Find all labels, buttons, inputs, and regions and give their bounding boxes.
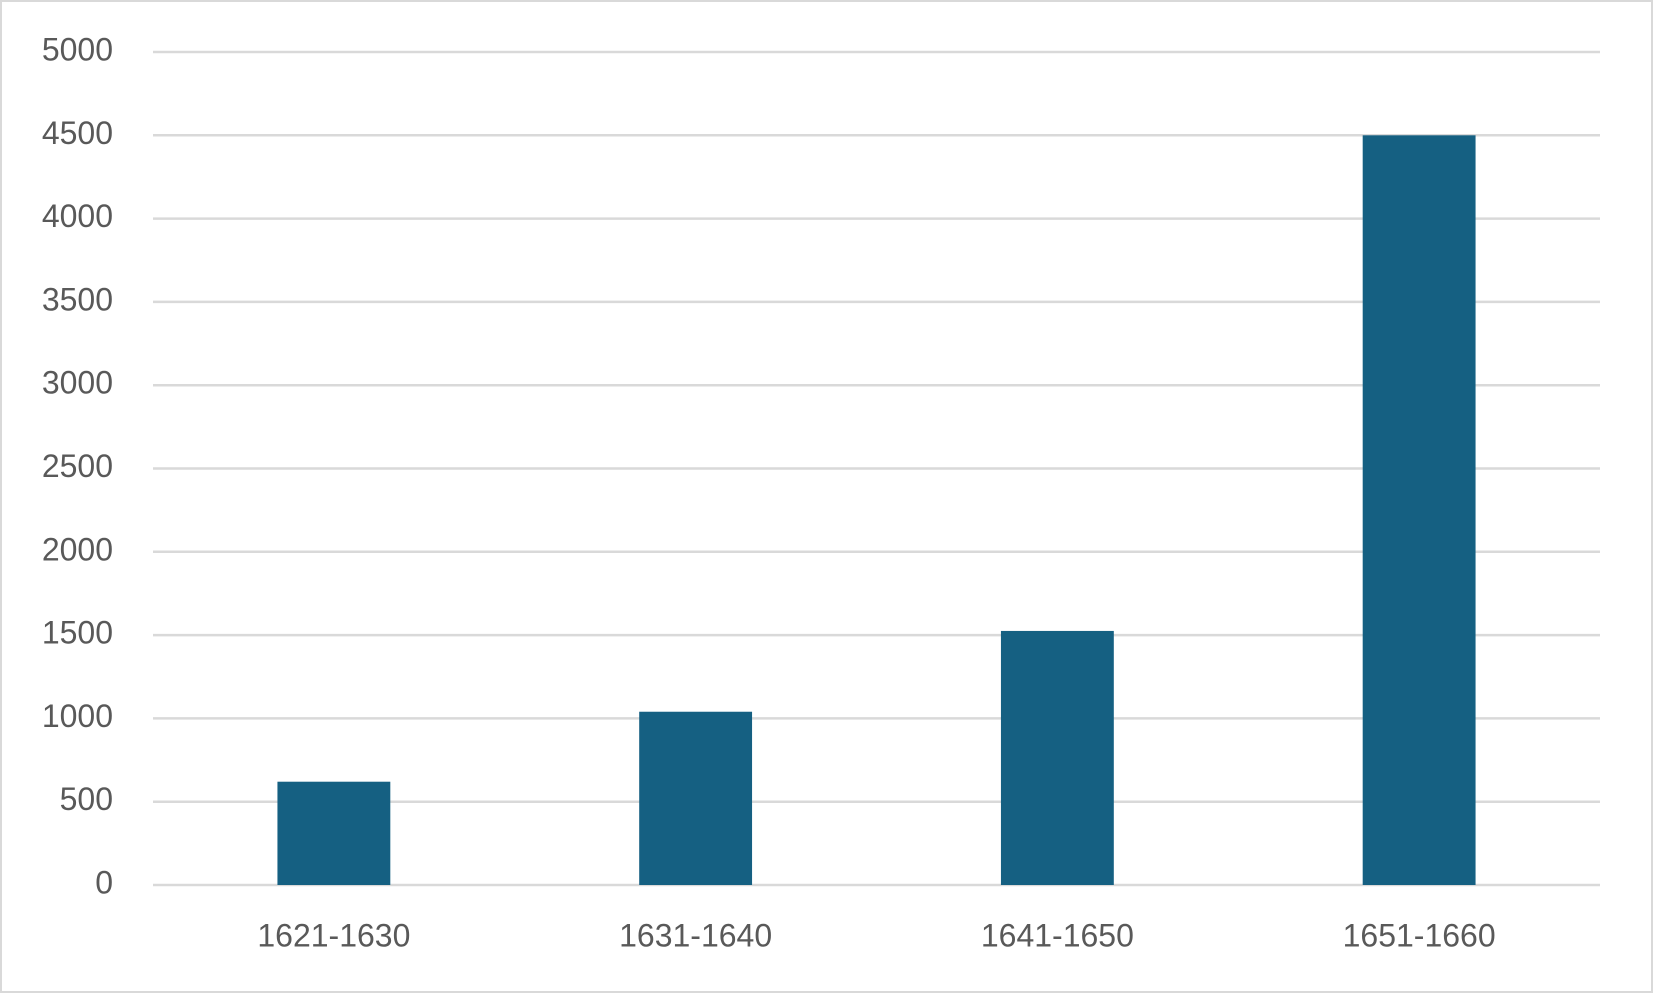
x-tick-label: 1631-1640: [619, 917, 772, 953]
bar: [277, 781, 391, 885]
y-tick-label: 2000: [42, 531, 113, 567]
x-tick-label: 1621-1630: [257, 917, 410, 953]
y-tick-label: 3000: [42, 365, 113, 401]
x-tick-label: 1641-1650: [981, 917, 1134, 953]
y-tick-label: 5000: [42, 31, 113, 67]
y-tick-label: 1500: [42, 615, 113, 651]
y-tick-label: 2500: [42, 448, 113, 484]
y-tick-label: 0: [95, 864, 113, 900]
y-tick-label: 500: [60, 781, 113, 817]
y-tick-label: 4500: [42, 115, 113, 151]
bar: [639, 711, 753, 885]
y-tick-label: 3500: [42, 281, 113, 317]
bar: [1000, 630, 1114, 885]
y-tick-label: 4000: [42, 198, 113, 234]
x-tick-label: 1651-1660: [1343, 917, 1496, 953]
bar: [1362, 135, 1476, 886]
y-tick-label: 1000: [42, 698, 113, 734]
